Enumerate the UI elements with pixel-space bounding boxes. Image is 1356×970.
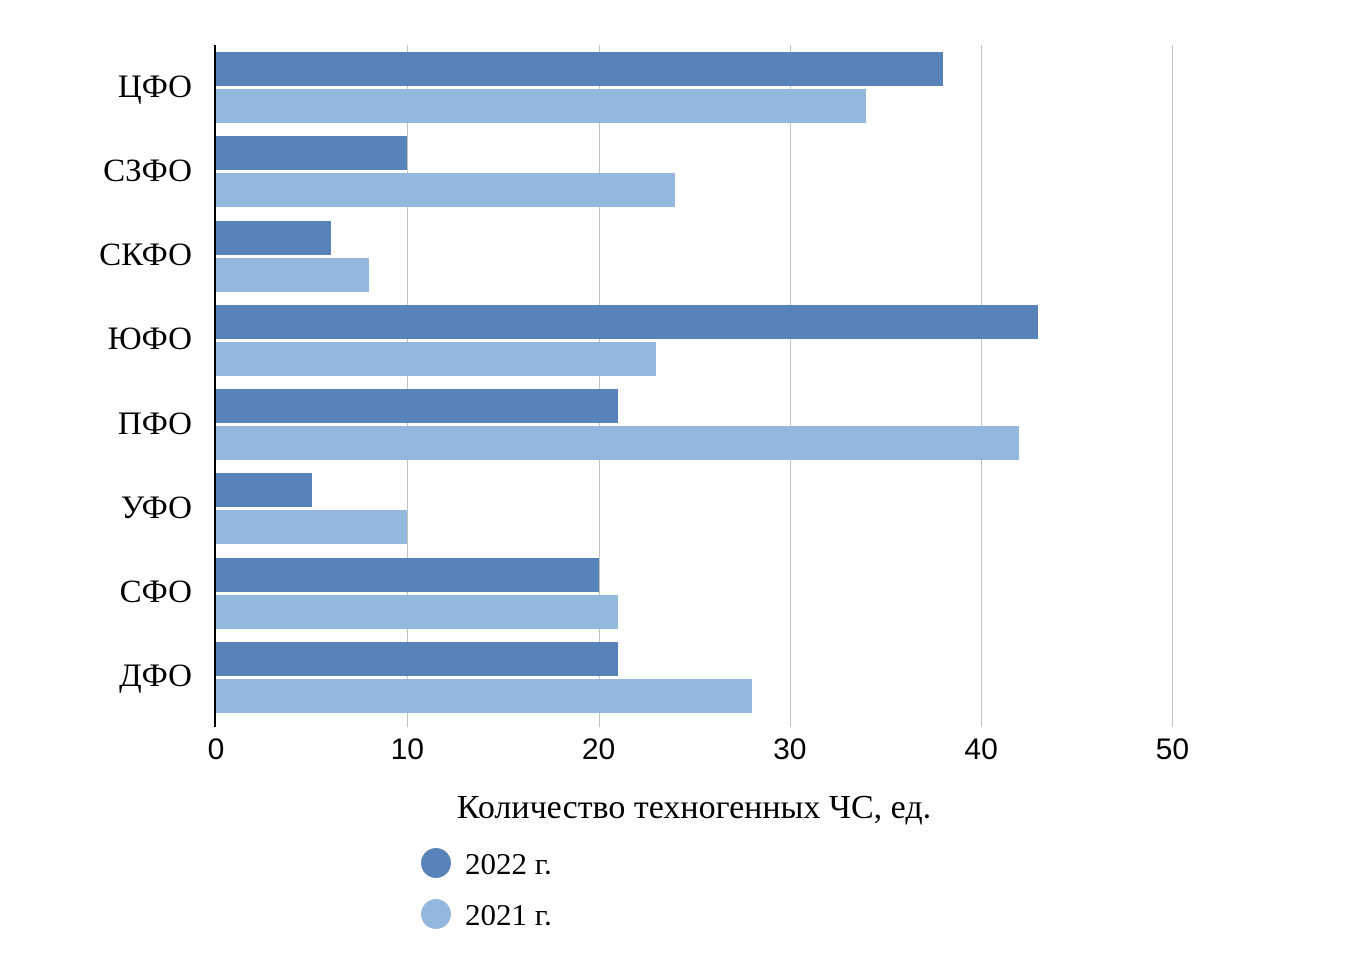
bar-group	[216, 129, 1268, 213]
x-tick-label: 40	[964, 733, 998, 766]
category-label: ДФО	[119, 658, 192, 695]
bar-2021-ЦФО	[216, 89, 867, 123]
bar-2022-ДФО	[216, 641, 618, 676]
legend-label: 2022 г.	[465, 845, 552, 881]
x-tick-label: 0	[207, 733, 225, 766]
bar-group	[216, 551, 1268, 635]
plot-area	[216, 45, 1268, 727]
category-axis: ЦФО СЗФО СКФО ЮФО ПФО УФО СФО ДФО	[0, 45, 192, 719]
bar-2022-ЦФО	[216, 52, 943, 86]
x-tick-label: 10	[390, 733, 424, 766]
bar-2021-УФО	[216, 510, 408, 545]
legend-swatch-icon	[421, 848, 451, 878]
category-label: СФО	[119, 574, 192, 611]
legend: 2022 г. 2021 г.	[421, 846, 552, 948]
gridline	[1172, 45, 1174, 727]
bar-2021-СЗФО	[216, 173, 676, 208]
y-axis-line	[214, 45, 216, 727]
bar-2021-СКФО	[216, 257, 370, 292]
bar-2022-СКФО	[216, 220, 331, 255]
x-tick-label: 50	[1155, 733, 1190, 766]
category-label: СЗФО	[103, 152, 192, 189]
bar-group	[216, 298, 1268, 382]
legend-swatch-icon	[421, 899, 451, 929]
x-tick-label: 20	[581, 733, 616, 766]
bar-2022-УФО	[216, 473, 312, 508]
gridline	[407, 45, 409, 727]
bar-2021-ПФО	[216, 426, 1020, 460]
bar-2022-ЮФО	[216, 304, 1039, 339]
bar-group	[216, 382, 1268, 466]
bar-2021-ЮФО	[216, 341, 656, 376]
x-tick-label: 30	[773, 733, 807, 766]
category-label: СКФО	[99, 237, 192, 274]
chart-title: Количество техногенных ЧС, ед.	[456, 789, 932, 826]
bar-2022-ПФО	[216, 389, 618, 423]
gridline	[789, 45, 791, 727]
bar-group	[216, 635, 1268, 719]
bar-group	[216, 214, 1268, 298]
gridline	[981, 45, 983, 727]
bar-2021-СФО	[216, 594, 618, 629]
x-axis-tick-labels: 0 10 20 30 40 50	[208, 733, 1268, 773]
category-label: ПФО	[117, 405, 192, 442]
gridline	[598, 45, 600, 727]
legend-label: 2021 г.	[465, 896, 552, 932]
legend-item: 2022 г.	[421, 846, 552, 880]
bar-2022-СФО	[216, 557, 599, 592]
category-label: УФО	[120, 489, 192, 526]
category-label: ЮФО	[107, 321, 192, 358]
category-label: ЦФО	[117, 68, 192, 105]
bar-2021-ДФО	[216, 678, 752, 713]
bar-group	[216, 45, 1268, 129]
legend-item: 2021 г.	[421, 897, 552, 931]
bar-2022-СЗФО	[216, 136, 408, 171]
bar-group	[216, 466, 1268, 550]
